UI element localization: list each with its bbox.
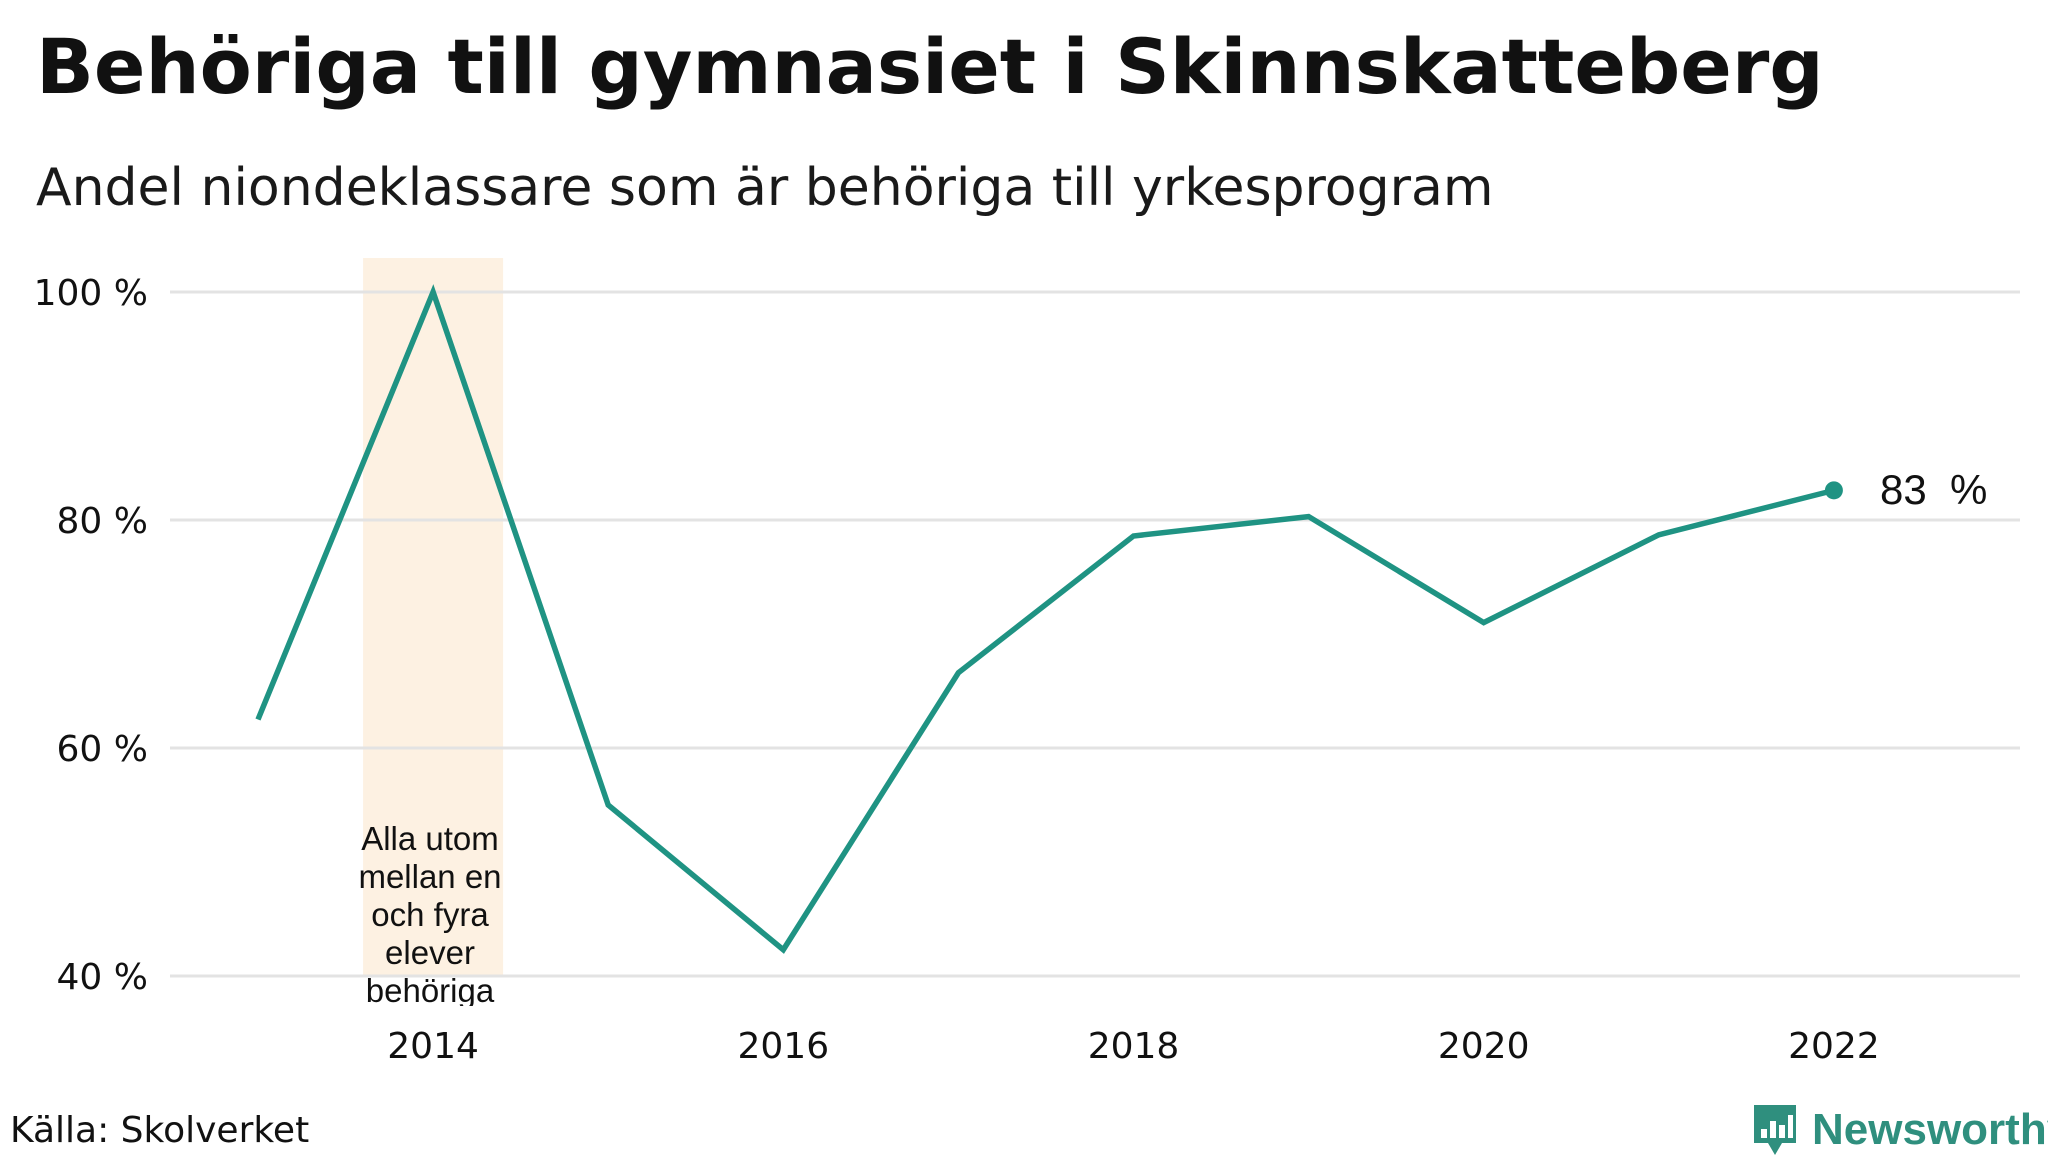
x-tick-label: 2018 xyxy=(1088,1026,1180,1067)
x-tick-label: 2022 xyxy=(1788,1026,1880,1067)
y-tick-label: 80 % xyxy=(57,501,148,542)
brand-logo: Newsworthy xyxy=(1752,1100,2048,1160)
end-value-label: 83 % xyxy=(1880,466,1987,514)
brand-name: Newsworthy xyxy=(1812,1105,2048,1155)
y-tick-label: 100 % xyxy=(34,273,148,314)
end-point-marker xyxy=(1825,481,1843,499)
annotation-text: Alla utom mellan en och fyra elever behö… xyxy=(348,820,512,1006)
y-tick-label: 40 % xyxy=(57,957,148,998)
source-note: Källa: Skolverket xyxy=(10,1110,309,1151)
line-chart: 40 % 60 % 80 % 100 % 2014 2016 2018 2020 2022 xyxy=(0,0,2048,1100)
x-tick-label: 2014 xyxy=(387,1026,479,1067)
x-tick-label: 2016 xyxy=(737,1026,829,1067)
x-tick-label: 2020 xyxy=(1438,1026,1530,1067)
newsworthy-logo-icon xyxy=(1752,1103,1798,1157)
y-tick-label: 60 % xyxy=(57,729,148,770)
